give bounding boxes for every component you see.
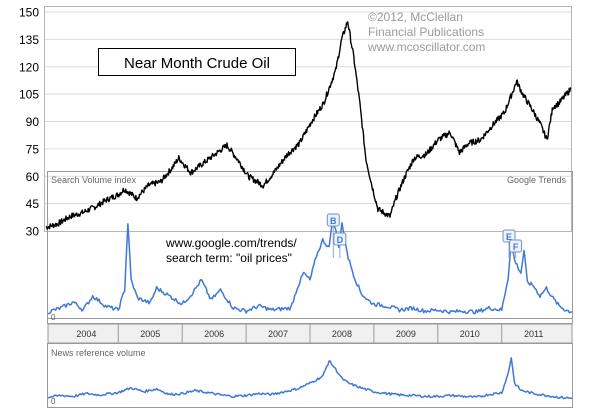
price-y-tick-label: 150 — [19, 6, 39, 20]
year-label: 2004 — [76, 329, 96, 339]
copyright-line-2: Financial Publications — [368, 25, 484, 39]
price-y-tick-label: 135 — [19, 33, 39, 47]
search-term-annotation: search term: "oil prices" — [166, 251, 292, 265]
crude-oil-price-line — [45, 21, 572, 230]
price-y-tick-label: 120 — [19, 60, 39, 74]
price-chart-frame — [44, 6, 572, 232]
year-label: 2009 — [396, 329, 416, 339]
year-label: 2011 — [524, 329, 543, 339]
copyright-line-3: www.mcoscillator.com — [367, 40, 485, 54]
year-label: 2010 — [460, 329, 480, 339]
search-zero-label: 0 — [51, 313, 56, 322]
news-volume-line — [47, 357, 572, 400]
year-axis: 2004 2005 2006 2007 2008 2009 2010 2011 — [47, 323, 573, 344]
trends-url-annotation: www.google.com/trends/ — [165, 236, 297, 250]
news-zero-label: 0 — [51, 397, 56, 406]
price-y-ticks: 30 45 60 75 90 105 120 135 150 — [19, 6, 39, 239]
marker-label: B — [330, 216, 337, 226]
year-label: 2006 — [204, 329, 224, 339]
title-box — [98, 48, 296, 76]
price-y-tick-label: 30 — [26, 225, 40, 239]
price-y-tick-label: 45 — [26, 197, 40, 211]
year-label: 2008 — [332, 329, 352, 339]
google-trends-label: Google Trends — [507, 175, 567, 185]
marker-flag — [509, 239, 523, 253]
marker-label: F — [513, 242, 519, 252]
price-y-tick-label: 60 — [26, 170, 40, 184]
news-volume-label: News reference volume — [51, 348, 146, 358]
search-volume-line — [47, 219, 573, 315]
price-y-tick-label: 75 — [26, 142, 40, 156]
price-grid — [45, 11, 571, 205]
marker-flag — [333, 232, 347, 246]
chart-title: Near Month Crude Oil — [124, 55, 270, 72]
year-label: 2005 — [140, 329, 160, 339]
marker-label: D — [337, 235, 344, 245]
marker-label: E — [506, 232, 512, 242]
price-y-tick-label: 90 — [26, 115, 40, 129]
copyright-line-1: ©2012, McClellan — [368, 10, 463, 24]
search-volume-label: Search Volume index — [51, 175, 137, 185]
price-y-tick-label: 105 — [19, 88, 39, 102]
marker-flag — [326, 213, 340, 227]
year-label: 2007 — [268, 329, 288, 339]
news-markers: BD EF — [326, 213, 523, 258]
marker-flag — [502, 229, 516, 243]
